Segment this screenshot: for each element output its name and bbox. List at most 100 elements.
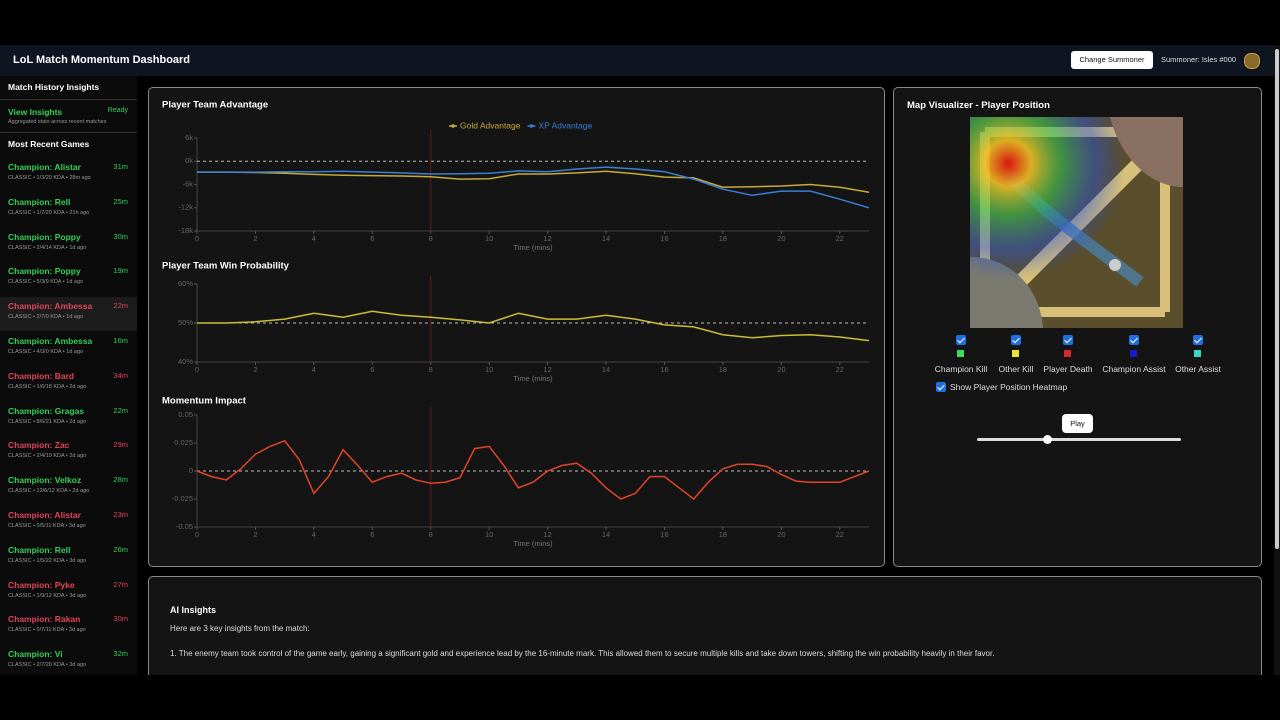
y-tick-label: 0k bbox=[185, 156, 193, 165]
x-tick-label: 20 bbox=[777, 234, 785, 243]
game-meta: CLASSIC • 12/6/12 KDA • 2d ago bbox=[8, 488, 90, 495]
legend-checkbox[interactable] bbox=[1129, 335, 1139, 345]
x-tick-label: 0 bbox=[195, 365, 199, 374]
summoner-icon bbox=[1244, 53, 1260, 69]
y-tick-label: 6k bbox=[185, 133, 193, 142]
x-tick-label: 18 bbox=[719, 530, 727, 539]
game-meta: CLASSIC • 1/6/18 KDA • 2d ago bbox=[8, 383, 87, 390]
bottom-bar bbox=[0, 675, 1280, 720]
y-tick-label: 60% bbox=[178, 279, 193, 288]
game-item[interactable]: Champion: Alistar 31m CLASSIC • 1/3/20 KDA… bbox=[0, 158, 137, 192]
map-legend: Champion Kill Other Kill Player Death Champ… bbox=[894, 88, 1261, 388]
slider-thumb[interactable] bbox=[1043, 435, 1052, 444]
series-line bbox=[197, 170, 870, 194]
x-tick-label: 6 bbox=[370, 365, 374, 374]
x-tick-label: 22 bbox=[836, 530, 844, 539]
scrollbar-thumb[interactable] bbox=[1275, 49, 1279, 549]
game-duration: 16m bbox=[113, 336, 128, 345]
game-duration: 28m bbox=[113, 475, 128, 485]
y-tick-label: -12k bbox=[178, 203, 193, 212]
game-item[interactable]: Champion: Rakan 30m CLASSIC • 0/7/11 KDA •… bbox=[0, 610, 137, 644]
y-tick-label: -18k bbox=[178, 226, 193, 235]
legend-swatch bbox=[957, 350, 964, 357]
game-meta: CLASSIC • 1/7/20 KDA • 21h ago bbox=[8, 209, 90, 216]
games-title: Most Recent Games bbox=[8, 139, 90, 149]
game-item[interactable]: Champion: Ambessa 16m CLASSIC • 4/3/0 KDA … bbox=[0, 332, 137, 366]
play-button[interactable]: Play bbox=[1062, 414, 1093, 433]
legend-label: Gold Advantage bbox=[460, 120, 521, 130]
game-meta: CLASSIC • 4/3/0 KDA • 1d ago bbox=[8, 349, 84, 355]
map-image bbox=[970, 117, 1183, 328]
heatmap-checkbox[interactable] bbox=[936, 382, 946, 392]
game-item[interactable]: Champion: Rell 26m CLASSIC • 1/5/22 KDA • … bbox=[0, 541, 137, 575]
legend-checkbox[interactable] bbox=[956, 335, 966, 345]
game-item[interactable]: Champion: Alistar 23m CLASSIC • 0/5/11 KDA… bbox=[0, 506, 137, 540]
change-summoner-button[interactable]: Change Summoner bbox=[1071, 51, 1153, 69]
x-tick-label: 12 bbox=[543, 530, 551, 539]
game-meta: CLASSIC • 2/4/14 KDA • 1d ago bbox=[8, 244, 87, 251]
game-duration: 30m bbox=[113, 231, 128, 241]
legend-checkbox[interactable] bbox=[1193, 335, 1203, 345]
divider bbox=[0, 132, 137, 133]
game-champion: Champion: Rell bbox=[8, 544, 71, 555]
legend-checkbox[interactable] bbox=[1011, 335, 1021, 345]
game-item[interactable]: Champion: Velkoz 28m CLASSIC • 12/6/12 KDA… bbox=[0, 471, 137, 505]
game-item[interactable]: Champion: Gragas 22m CLASSIC • 8/6/21 KDA … bbox=[0, 402, 137, 436]
game-duration: 25m bbox=[113, 196, 128, 206]
x-tick-label: 16 bbox=[660, 234, 668, 243]
game-duration: 22m bbox=[113, 405, 128, 415]
game-meta: CLASSIC • 8/6/21 KDA • 2d ago bbox=[8, 418, 87, 425]
game-meta: CLASSIC • 1/3/20 KDA • 28m ago bbox=[8, 175, 91, 181]
insights-intro: Here are 3 key insights from the match: bbox=[170, 624, 310, 633]
legend-checkbox[interactable] bbox=[1063, 335, 1073, 345]
x-tick-label: 22 bbox=[836, 234, 844, 243]
legend-marker-dot bbox=[529, 124, 534, 128]
app-title: LoL Match Momentum Dashboard bbox=[13, 54, 191, 66]
game-item[interactable]: Champion: Pyke 27m CLASSIC • 1/9/12 KDA • … bbox=[0, 576, 137, 610]
x-axis-label: Time (mins) bbox=[513, 243, 553, 252]
legend-swatch bbox=[1194, 350, 1201, 357]
x-tick-label: 16 bbox=[660, 365, 668, 374]
game-duration: 32m bbox=[113, 649, 128, 659]
game-meta: CLASSIC • 1/5/22 KDA • 3d ago bbox=[8, 557, 87, 564]
x-tick-label: 16 bbox=[660, 530, 668, 539]
game-item[interactable]: Champion: Ambessa 22m CLASSIC • 2/7/0 KDA … bbox=[0, 297, 137, 332]
game-meta: CLASSIC • 0/5/11 KDA • 3d ago bbox=[8, 523, 86, 529]
view-insights-link[interactable]: View Insights bbox=[8, 107, 63, 117]
game-item[interactable]: Champion: Poppy 30m CLASSIC • 2/4/14 KDA •… bbox=[0, 228, 137, 262]
game-champion: Champion: Bard bbox=[8, 370, 75, 381]
game-item[interactable]: Champion: Poppy 19m CLASSIC • 5/3/9 KDA • … bbox=[0, 262, 137, 296]
game-duration: 31m bbox=[113, 162, 128, 171]
x-tick-label: 14 bbox=[602, 365, 610, 374]
insights-status: Ready bbox=[107, 107, 128, 114]
legend-swatch bbox=[1130, 350, 1137, 357]
x-tick-label: 20 bbox=[777, 365, 785, 374]
y-tick-label: 0.025 bbox=[174, 438, 193, 447]
game-champion: Champion: Ambessa bbox=[8, 301, 93, 312]
game-duration: 30m bbox=[113, 614, 128, 624]
game-item[interactable]: Champion: Zac 29m CLASSIC • 2/4/19 KDA • 2… bbox=[0, 436, 137, 470]
game-champion: Champion: Velkoz bbox=[8, 475, 82, 486]
game-item[interactable]: Champion: Bard 34m CLASSIC • 1/6/18 KDA • … bbox=[0, 367, 137, 401]
scrollbar[interactable] bbox=[1274, 45, 1280, 675]
x-tick-label: 4 bbox=[312, 234, 316, 243]
game-champion: Champion: Poppy bbox=[8, 231, 81, 242]
x-tick-label: 6 bbox=[370, 530, 374, 539]
x-tick-label: 2 bbox=[253, 365, 257, 374]
game-duration: 34m bbox=[113, 370, 128, 380]
charts-panel: Player Team Advantage -18k -12k -6k 0k 6k 0 2 4 6… bbox=[148, 87, 885, 567]
x-tick-label: 8 bbox=[429, 234, 433, 243]
series-line bbox=[197, 310, 870, 342]
game-item[interactable]: Champion: Rell 25m CLASSIC • 1/7/20 KDA • … bbox=[0, 193, 137, 227]
legend-label: Champion Kill bbox=[934, 364, 988, 374]
map-title: Map Visualizer - Player Position bbox=[907, 100, 1050, 111]
game-item[interactable]: Champion: Vi 32m CLASSIC • 2/7/20 KDA • 3d… bbox=[0, 645, 137, 675]
game-champion: Champion: Zac bbox=[8, 440, 70, 451]
game-champion: Champion: Ambessa bbox=[8, 336, 93, 346]
x-tick-label: 22 bbox=[836, 365, 844, 374]
game-meta: CLASSIC • 2/7/0 KDA • 1d ago bbox=[8, 314, 84, 321]
slider-track[interactable] bbox=[977, 438, 1181, 441]
charts: Player Team Advantage -18k -12k -6k 0k 6k 0 2 4 6… bbox=[162, 100, 870, 548]
game-champion: Champion: Gragas bbox=[8, 405, 85, 416]
